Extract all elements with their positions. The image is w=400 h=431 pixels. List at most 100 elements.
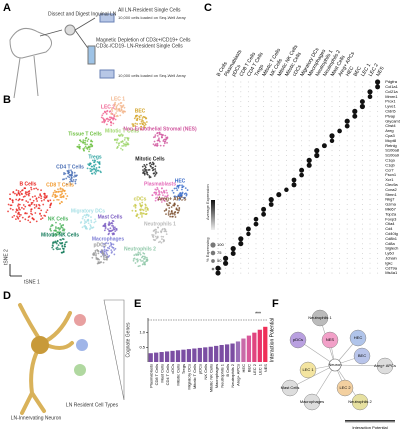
tsne-point [62, 228, 65, 231]
bg-dot [369, 223, 371, 225]
bg-dot [346, 174, 348, 176]
bg-dot [255, 159, 257, 161]
tsne-point [97, 257, 99, 260]
tsne-point [152, 234, 155, 237]
tsne-point [137, 216, 140, 219]
bg-dot [339, 81, 341, 83]
x-tick-label: cDCs [170, 364, 175, 374]
tsne-point [30, 208, 33, 211]
bg-dot [316, 204, 318, 205]
tsne-point [61, 192, 64, 195]
bg-dot [225, 159, 227, 161]
bg-dot [263, 223, 265, 225]
bg-dot [316, 199, 318, 201]
bg-dot [255, 169, 257, 171]
bg-dot [369, 204, 371, 205]
bg-dot [331, 204, 333, 205]
bg-dot [293, 228, 295, 230]
bg-dot [346, 81, 348, 83]
tsne-point [84, 216, 87, 219]
bg-dot [377, 204, 379, 205]
bg-dot [225, 189, 227, 191]
tsne-point [107, 118, 110, 121]
bg-dot [308, 204, 310, 205]
gene-label: Mcpt8 [385, 138, 397, 143]
bg-dot [377, 184, 379, 186]
bg-dot [247, 204, 249, 205]
bg-dot [285, 91, 287, 93]
bg-dot [247, 125, 249, 127]
x-tick-label: CD8 T Cells [154, 364, 159, 385]
bg-dot [346, 228, 348, 230]
bg-dot [331, 243, 333, 245]
bg-dot [308, 179, 310, 181]
bg-dot [225, 184, 227, 186]
bg-dot [232, 106, 234, 107]
tsne-point [165, 196, 168, 198]
tsne-point [24, 192, 27, 195]
bg-dot [285, 145, 287, 147]
bg-dot [293, 159, 295, 161]
dot [337, 128, 342, 134]
node-label: BEC [358, 353, 366, 358]
tsne-point [122, 144, 125, 147]
tsne-point [25, 200, 28, 202]
tsne-point [164, 228, 167, 231]
tsne-point [159, 240, 161, 243]
tsne-point [154, 193, 157, 196]
bg-dot [240, 228, 242, 230]
bar [219, 344, 224, 362]
tsne-point [111, 229, 114, 232]
bg-dot [255, 199, 257, 201]
tsne-point [151, 194, 154, 197]
x-tick-label: Mitotic Cells [176, 364, 181, 386]
bg-dot [217, 145, 219, 147]
tsne-point [143, 258, 146, 260]
bg-dot [346, 238, 348, 240]
bg-dot [308, 135, 310, 137]
bg-dot [369, 218, 371, 220]
bg-dot [247, 223, 249, 225]
array-icon [99, 13, 115, 23]
bg-dot [339, 204, 341, 205]
tsne-point [37, 207, 40, 210]
bar [246, 335, 252, 362]
bg-dot [339, 125, 341, 127]
cluster-label: Neutrophils 2 [124, 246, 156, 252]
bg-dot [369, 155, 371, 156]
bg-dot [354, 272, 356, 274]
bg-dot [361, 81, 363, 83]
tsne-point [147, 169, 150, 171]
bg-dot [323, 86, 325, 88]
bg-dot [301, 194, 303, 196]
bg-dot [255, 145, 257, 147]
bg-dot [369, 101, 371, 103]
bg-dot [240, 262, 242, 264]
tsne-point [24, 205, 27, 208]
bg-dot [354, 155, 356, 156]
bg-dot [247, 150, 249, 152]
bg-dot [263, 174, 265, 176]
bg-dot [361, 115, 363, 117]
tsne-point [76, 174, 78, 177]
bar [197, 347, 202, 362]
x-tick-label: Macrophages [214, 364, 219, 388]
tsne-point [52, 248, 55, 251]
bg-dot [301, 150, 303, 152]
tsne-point [134, 206, 137, 209]
tsne-point [73, 175, 75, 178]
tsne-point [22, 208, 25, 210]
x-tick-label: Migratory DCs [187, 364, 192, 390]
bg-dot [369, 140, 371, 142]
tsne-point [132, 125, 135, 128]
tsne-point [40, 209, 43, 212]
bg-dot [293, 262, 295, 264]
bg-dot [293, 267, 295, 269]
tsne-point [88, 164, 91, 167]
bg-dot [217, 101, 219, 103]
dot [306, 157, 312, 163]
cluster-label: Tissue T Cells [68, 131, 102, 137]
cluster-label: B Cells [20, 181, 37, 187]
bar [257, 329, 262, 362]
